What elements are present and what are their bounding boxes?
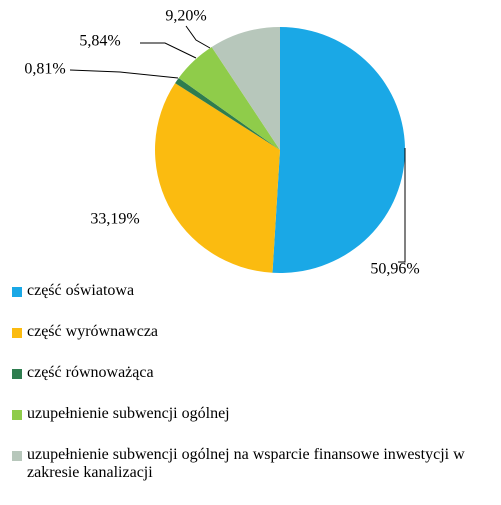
legend-item: część równoważąca bbox=[12, 364, 498, 382]
data-label: 9,20% bbox=[165, 8, 206, 25]
legend-swatch bbox=[12, 410, 22, 420]
leader-line bbox=[69, 69, 179, 79]
legend-swatch bbox=[12, 328, 22, 338]
legend-item: uzupełnienie subwencji ogólnej na wsparc… bbox=[12, 446, 498, 482]
legend-label: część wyrównawcza bbox=[27, 323, 159, 340]
legend-label: część oświatowa bbox=[27, 282, 135, 299]
legend-label: część równoważąca bbox=[27, 364, 154, 381]
pie-slice bbox=[175, 77, 280, 150]
leader-line bbox=[140, 42, 197, 59]
leader-line bbox=[185, 25, 211, 49]
data-label: 50,96% bbox=[370, 261, 419, 278]
pie-slice bbox=[178, 46, 280, 150]
pie-slice bbox=[272, 27, 405, 273]
pie-slice bbox=[211, 27, 280, 150]
leader-line bbox=[398, 148, 406, 263]
chart: 50,96% 33,19% 0,81% 5,84% 9,20% bbox=[24, 8, 419, 278]
pie-slice bbox=[154, 83, 280, 273]
data-label: 5,84% bbox=[79, 33, 120, 50]
legend: część oświatowa część wyrównawcza część ró… bbox=[12, 282, 498, 505]
legend-swatch bbox=[12, 287, 22, 297]
legend-item: część wyrównawcza bbox=[12, 323, 498, 341]
legend-item: uzupełnienie subwencji ogólnej bbox=[12, 405, 498, 423]
legend-label: uzupełnienie subwencji ogólnej na wsparc… bbox=[27, 446, 465, 481]
data-label: 0,81% bbox=[24, 61, 65, 78]
data-label: 33,19% bbox=[90, 211, 139, 228]
legend-swatch bbox=[12, 451, 22, 461]
legend-item: część oświatowa bbox=[12, 282, 498, 300]
legend-label: uzupełnienie subwencji ogólnej bbox=[27, 405, 230, 422]
legend-swatch bbox=[12, 369, 22, 379]
